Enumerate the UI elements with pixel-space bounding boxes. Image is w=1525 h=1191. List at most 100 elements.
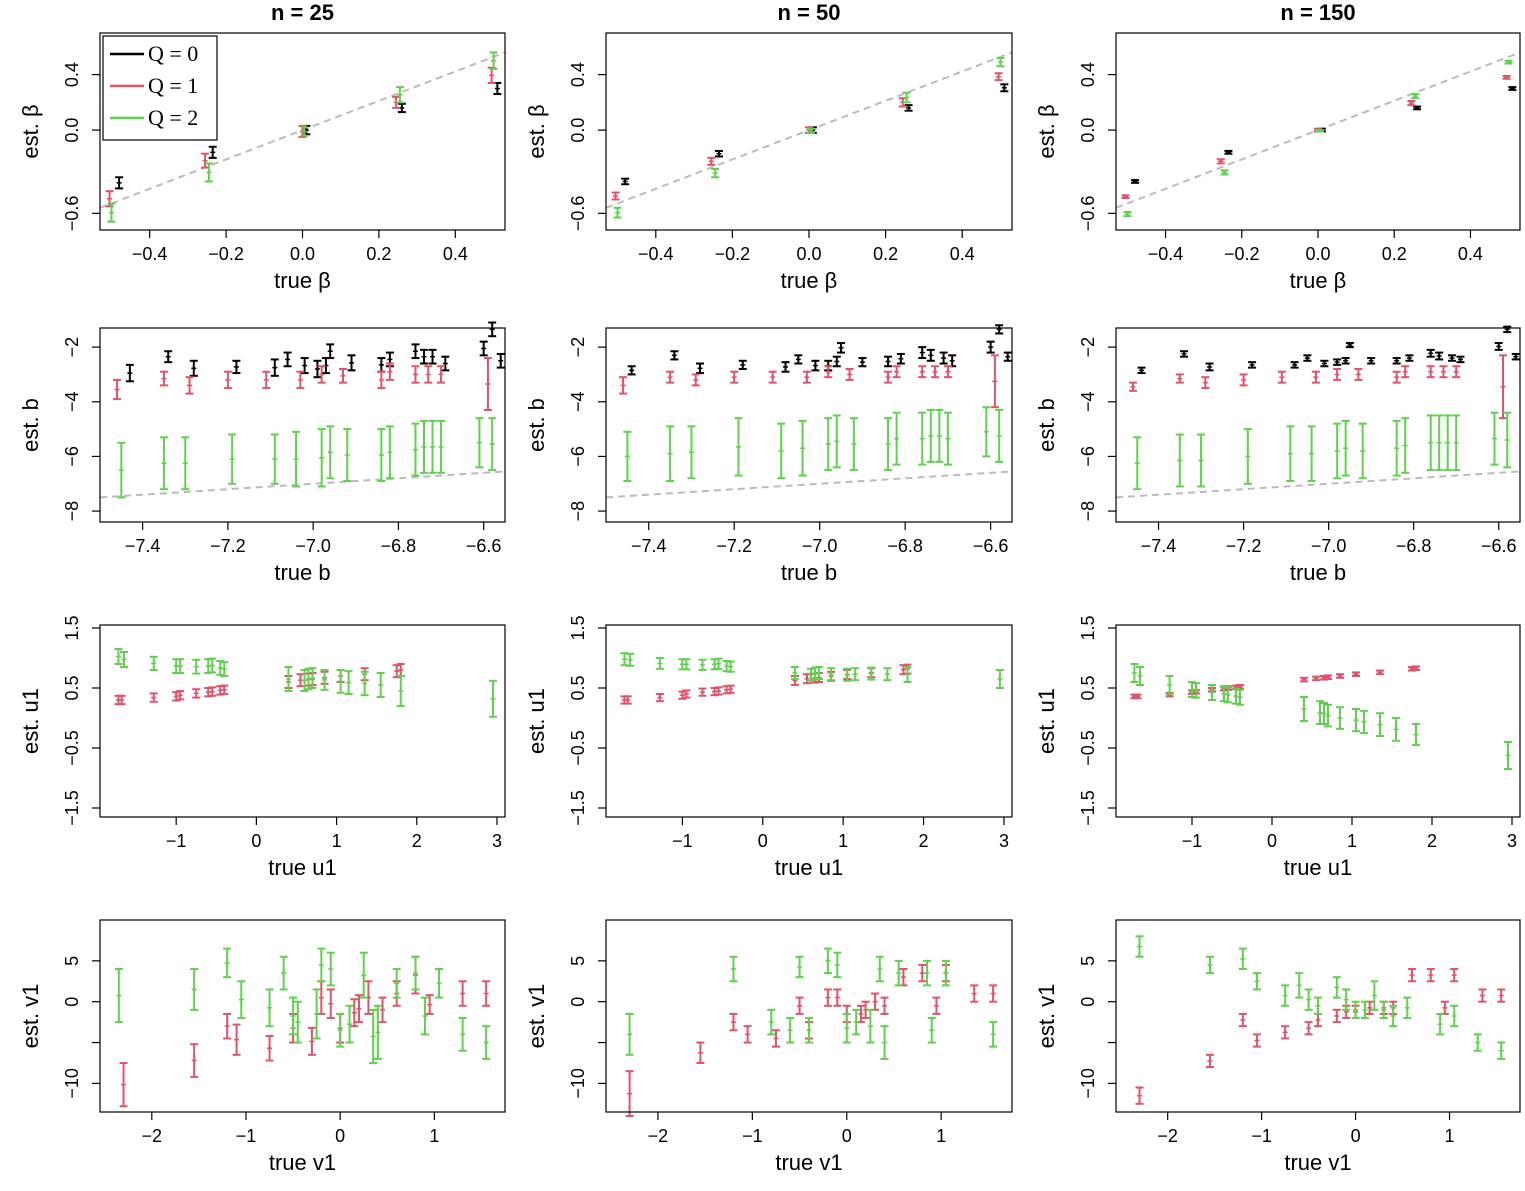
error-bar bbox=[670, 350, 679, 361]
error-bar bbox=[220, 661, 229, 677]
legend: Q = 0 Q = 1 Q = 2 bbox=[102, 35, 218, 141]
error-bar bbox=[378, 996, 387, 1024]
error-bar bbox=[970, 984, 979, 1003]
error-bar bbox=[185, 376, 194, 395]
panel-u1-1: −1 0 1 2 3 true u1 −1.5 −0.5 0.5 1.5 est. u1 bbox=[524, 615, 1013, 880]
error-bar bbox=[1201, 376, 1210, 390]
error-bar bbox=[317, 980, 326, 1015]
error-bar bbox=[360, 670, 369, 697]
error-bar bbox=[385, 425, 394, 480]
error-bar bbox=[990, 354, 999, 409]
error-bar bbox=[1175, 373, 1184, 384]
error-bar bbox=[935, 408, 944, 463]
error-bar bbox=[892, 365, 901, 379]
error-bar bbox=[1312, 675, 1320, 682]
error-bar bbox=[1360, 1000, 1369, 1020]
error-bar bbox=[336, 669, 345, 694]
y-tick-label: 1.5 bbox=[62, 615, 82, 640]
error-bar bbox=[1447, 354, 1456, 362]
x-axis-label: true u1 bbox=[268, 855, 337, 880]
y-tick-label: −2 bbox=[1078, 337, 1098, 358]
error-bar bbox=[1333, 367, 1342, 381]
y-tick-label: 0 bbox=[568, 997, 588, 1007]
error-bar bbox=[768, 370, 777, 384]
error-bar bbox=[1435, 351, 1444, 361]
error-bar bbox=[232, 359, 241, 375]
error-bar bbox=[385, 362, 394, 381]
x-tick-label: −0.2 bbox=[208, 244, 244, 264]
error-bar bbox=[377, 370, 386, 390]
error-bar bbox=[395, 86, 404, 104]
error-bar bbox=[696, 362, 705, 375]
error-bar bbox=[1508, 86, 1517, 91]
error-bar bbox=[1303, 354, 1312, 362]
error-bar bbox=[1452, 365, 1461, 379]
plot-frame bbox=[1115, 919, 1521, 1113]
panel-beta-0: −0.4 −0.2 0.0 0.2 0.4 true β −0.6 0.0 0.4 est. β bbox=[18, 32, 506, 293]
error-bar bbox=[1320, 359, 1329, 368]
y-tick-label: −6 bbox=[568, 446, 588, 467]
y-tick-label: −8 bbox=[62, 501, 82, 522]
error-bar bbox=[292, 430, 301, 488]
error-bar bbox=[326, 988, 335, 1020]
error-bar bbox=[1436, 1012, 1445, 1036]
error-bar bbox=[373, 1004, 382, 1060]
x-tick-label: −7.0 bbox=[1311, 536, 1347, 556]
x-tick-label: −2 bbox=[1157, 1126, 1178, 1146]
y-tick-label: 0.0 bbox=[1078, 118, 1098, 143]
x-axis: −0.4 −0.2 0.0 0.2 0.4 true β bbox=[638, 230, 975, 293]
error-bar bbox=[832, 414, 841, 469]
error-bar bbox=[833, 988, 842, 1007]
error-bar bbox=[237, 980, 246, 1020]
error-bar bbox=[948, 354, 957, 368]
error-bar bbox=[707, 156, 716, 166]
error-bar bbox=[1224, 686, 1232, 704]
error-bar bbox=[223, 1012, 232, 1040]
x-tick-label: 2 bbox=[919, 831, 929, 851]
legend-label: Q = 0 bbox=[148, 41, 198, 66]
error-bar bbox=[849, 417, 858, 472]
x-tick-label: 0 bbox=[251, 831, 261, 851]
error-bar bbox=[1504, 741, 1512, 770]
error-bar bbox=[655, 657, 664, 670]
error-bar bbox=[392, 968, 401, 999]
error-bar bbox=[377, 357, 386, 373]
error-bar bbox=[1300, 696, 1308, 722]
error-bar bbox=[621, 177, 630, 186]
y-tick-label: 0.0 bbox=[568, 118, 588, 143]
panel-u1-2: −1 0 1 2 3 true u1 −1.5 −0.5 0.5 1.5 est. u1 bbox=[1034, 615, 1521, 880]
plot-frame bbox=[605, 919, 1013, 1113]
y-axis-label: est. v1 bbox=[524, 984, 549, 1049]
x-tick-label: −0.4 bbox=[638, 244, 674, 264]
error-bar bbox=[228, 433, 237, 485]
error-bar bbox=[488, 321, 497, 338]
y-axis-label: est. u1 bbox=[1034, 688, 1059, 754]
error-bar bbox=[1129, 381, 1138, 392]
error-bar bbox=[428, 348, 437, 365]
y-tick-label: −0.5 bbox=[62, 730, 82, 766]
error-bar bbox=[1216, 158, 1225, 165]
error-bar bbox=[989, 1021, 998, 1048]
error-bar bbox=[172, 691, 181, 702]
error-bar bbox=[926, 408, 935, 463]
error-bar bbox=[856, 1004, 865, 1024]
y-tick-label: −8 bbox=[1078, 501, 1098, 522]
error-bar bbox=[396, 675, 405, 707]
error-bar bbox=[1252, 972, 1261, 991]
y-axis: −0.6 0.0 0.4 est. β bbox=[1034, 62, 1116, 231]
error-bar bbox=[730, 370, 739, 384]
error-bar bbox=[666, 425, 675, 483]
error-bar bbox=[149, 692, 158, 703]
error-bar bbox=[734, 417, 743, 477]
error-bar bbox=[411, 955, 420, 991]
error-bar bbox=[1376, 669, 1384, 676]
x-axis-label: true β bbox=[274, 268, 331, 293]
y-axis: −1.5 −0.5 0.5 1.5 est. u1 bbox=[18, 615, 100, 826]
error-bar bbox=[411, 343, 420, 360]
x-tick-label: −1 bbox=[1251, 1126, 1272, 1146]
error-bar bbox=[1503, 411, 1512, 469]
error-bar bbox=[397, 102, 406, 114]
error-bar bbox=[1502, 75, 1511, 80]
error-bar bbox=[851, 667, 860, 682]
